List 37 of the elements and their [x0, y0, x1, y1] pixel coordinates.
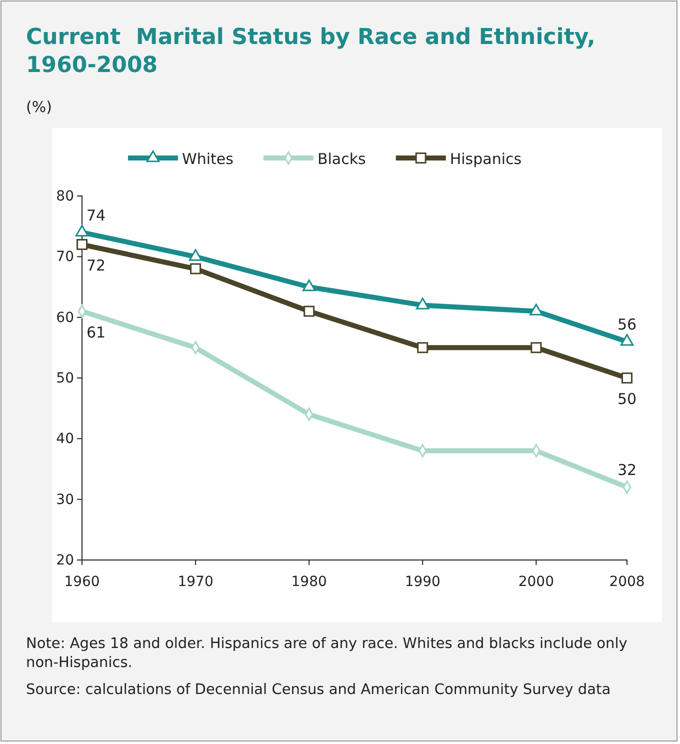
- y-tick-label: 20: [56, 552, 74, 568]
- point: [530, 342, 542, 354]
- point: [76, 239, 88, 250]
- data-label: 61: [86, 323, 106, 342]
- point: [188, 249, 202, 261]
- x-tick-label: 1970: [178, 574, 214, 590]
- y-tick-label: 50: [56, 370, 74, 386]
- y-tick-label: 30: [56, 492, 74, 508]
- y-tick-label: 80: [56, 188, 74, 204]
- point: [302, 279, 316, 292]
- x-tick-label: 2008: [609, 574, 645, 590]
- y-tick-label: 70: [56, 249, 74, 266]
- point: [190, 263, 202, 274]
- point: [620, 334, 634, 346]
- x-tick-label: 2000: [518, 574, 554, 590]
- data-label: 32: [617, 461, 637, 480]
- point: [304, 306, 315, 317]
- y-tick-label: 40: [56, 431, 74, 448]
- data-label: 56: [617, 316, 637, 334]
- legend-label: Hispanics: [450, 150, 522, 168]
- x-tick-label: 1960: [64, 574, 100, 590]
- point: [417, 342, 428, 354]
- text: Note: Ages 18 and older. Hispanics are of any race. Whites and blacks include only non-Hispanics.: [26, 636, 628, 671]
- point: [622, 372, 632, 384]
- legend-label: Whites: [182, 150, 234, 168]
- x-tick-label: 1990: [404, 574, 440, 590]
- data-label: 74: [86, 206, 106, 224]
- point: [416, 298, 430, 310]
- chart-title: Current Marital Status by Race and Ethnicity, 1960-2008: [26, 25, 596, 78]
- point: [530, 304, 543, 316]
- x-tick-label: 1980: [291, 574, 327, 590]
- data-label: 50: [617, 390, 637, 408]
- legend-label: Blacks: [317, 150, 366, 168]
- source-note: Source: calculations of Decennial Census and American Community Survey data: [26, 682, 611, 698]
- data-label: 72: [86, 256, 106, 275]
- y-axis-title: (%): [26, 98, 52, 116]
- y-tick-label: 60: [56, 310, 74, 326]
